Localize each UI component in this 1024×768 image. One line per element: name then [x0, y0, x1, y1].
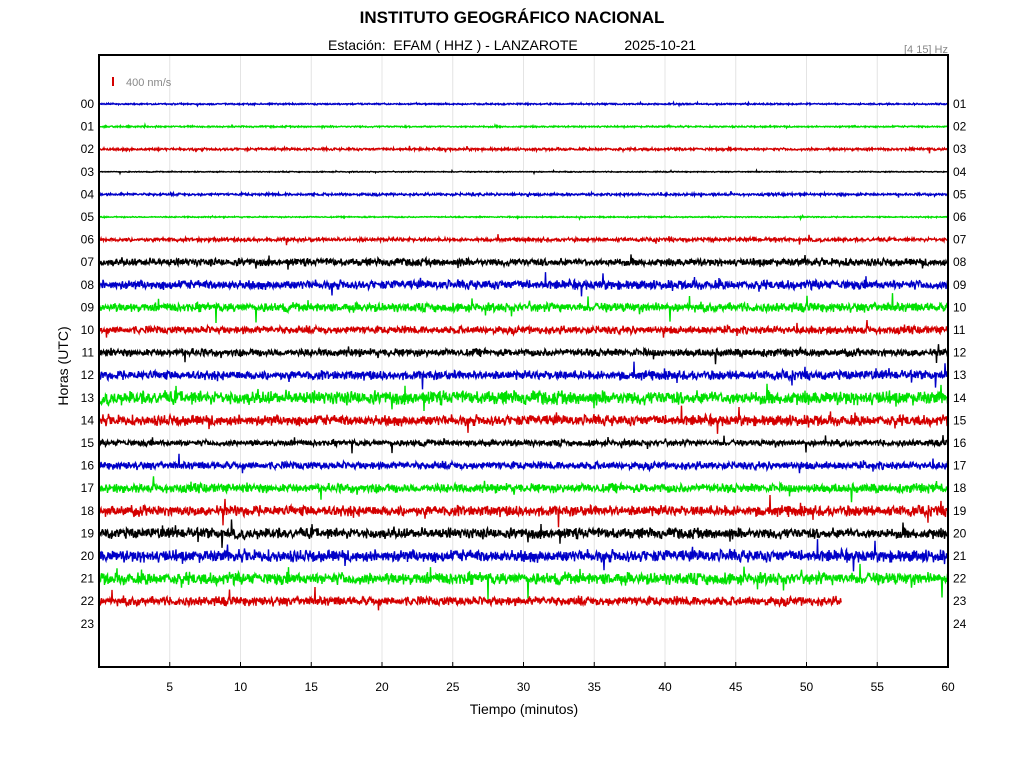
y-axis-title: Horas (UTC)	[55, 326, 71, 405]
seismic-traces	[98, 100, 949, 611]
hour-label-right: 20	[953, 526, 967, 540]
trace-hour-11	[98, 344, 949, 365]
trace-hour-18	[98, 495, 949, 528]
x-tick-label: 20	[375, 680, 389, 694]
hour-label-left: 00	[81, 97, 95, 111]
x-tick-label: 45	[729, 680, 743, 694]
hour-label-left: 14	[81, 413, 95, 427]
hour-label-right: 15	[953, 413, 967, 427]
trace-hour-09	[98, 293, 949, 324]
hour-label-right: 05	[953, 187, 967, 201]
hour-label-right: 14	[953, 391, 967, 405]
hour-label-left: 11	[82, 346, 95, 360]
hour-label-right: 16	[953, 436, 967, 450]
x-axis-ticks: 5 10 15 20 25 30 35 40 45 50 55 60	[166, 662, 955, 694]
trace-hour-17	[98, 476, 949, 503]
hour-label-right: 23	[953, 594, 967, 608]
x-tick-label: 25	[446, 680, 460, 694]
trace-hour-05	[98, 213, 949, 222]
trace-hour-12	[98, 361, 949, 390]
hour-label-right: 11	[953, 323, 966, 337]
hour-label-left: 03	[81, 165, 95, 179]
trace-hour-01	[98, 121, 949, 131]
x-axis-title: Tiempo (minutos)	[470, 701, 578, 717]
trace-hour-22	[98, 586, 842, 611]
hour-label-left: 06	[81, 233, 95, 247]
hour-label-right: 02	[953, 120, 967, 134]
hour-label-right: 13	[953, 368, 967, 382]
hour-label-left: 16	[81, 459, 95, 473]
trace-hour-14	[98, 405, 949, 434]
gridlines	[169, 55, 878, 667]
hour-label-right: 03	[953, 142, 967, 156]
trace-hour-16	[98, 453, 949, 474]
hour-label-left: 20	[81, 549, 95, 563]
chart-title: INSTITUTO GEOGRÁFICO NACIONAL	[359, 8, 665, 27]
hour-label-left: 12	[81, 368, 95, 382]
x-tick-label: 30	[517, 680, 531, 694]
trace-hour-02	[98, 145, 949, 154]
hour-label-right: 24	[953, 617, 967, 631]
hour-label-right: 06	[953, 210, 967, 224]
trace-hour-00	[98, 100, 949, 108]
trace-hour-19	[98, 519, 949, 548]
hour-label-left: 13	[81, 391, 95, 405]
trace-hour-21	[98, 563, 949, 600]
trace-hour-06	[98, 234, 949, 246]
hour-label-left: 23	[81, 617, 95, 631]
hour-label-left: 05	[81, 210, 95, 224]
hour-label-left: 10	[81, 323, 95, 337]
hour-label-right: 10	[953, 300, 967, 314]
trace-hour-04	[98, 190, 948, 199]
hour-label-left: 17	[81, 481, 95, 495]
trace-hour-20	[98, 539, 949, 572]
hour-label-left: 02	[81, 142, 95, 156]
hour-label-left: 22	[81, 594, 95, 608]
x-tick-label: 55	[871, 680, 885, 694]
hour-label-right: 18	[953, 481, 967, 495]
hour-label-right: 08	[953, 255, 967, 269]
x-tick-label: 5	[166, 680, 173, 694]
hour-label-left: 18	[81, 504, 95, 518]
x-tick-label: 40	[658, 680, 672, 694]
hour-label-right: 09	[953, 278, 967, 292]
hour-label-left: 04	[81, 187, 95, 201]
hour-label-right: 01	[953, 97, 967, 111]
trace-hour-03	[98, 168, 949, 176]
x-tick-label: 10	[234, 680, 248, 694]
hour-label-left: 19	[81, 526, 95, 540]
hour-label-right: 21	[953, 549, 967, 563]
hour-label-right: 19	[953, 504, 967, 518]
trace-hour-15	[98, 435, 949, 454]
trace-hour-08	[98, 272, 949, 297]
hour-label-left: 07	[81, 255, 95, 269]
hour-label-right: 07	[953, 233, 967, 247]
hour-label-right: 17	[953, 459, 967, 473]
hour-label-right: 12	[953, 346, 967, 360]
hour-label-left: 21	[81, 572, 95, 586]
hour-label-left: 15	[81, 436, 95, 450]
y-axis-labels: 00 01 02 03 04 05 06 07 08 09 10 11 12 13 14 15 16 17 18 19…	[81, 97, 967, 631]
x-tick-label: 35	[588, 680, 602, 694]
hour-label-left: 08	[81, 278, 95, 292]
hour-label-right: 22	[953, 572, 967, 586]
scale-bar-label: 400 nm/s	[126, 77, 172, 89]
x-tick-label: 50	[800, 680, 814, 694]
hour-label-left: 01	[81, 120, 95, 134]
filter-band-label: [4 15] Hz	[904, 44, 948, 56]
hour-label-right: 04	[953, 165, 967, 179]
trace-hour-10	[98, 319, 949, 338]
trace-hour-07	[98, 254, 949, 270]
hour-label-left: 09	[81, 300, 95, 314]
trace-hour-13	[98, 383, 949, 412]
x-tick-label: 60	[941, 680, 955, 694]
x-tick-label: 15	[305, 680, 319, 694]
station-info: Estación: EFAM ( HHZ ) - LANZAROTE 2025-…	[328, 37, 696, 53]
